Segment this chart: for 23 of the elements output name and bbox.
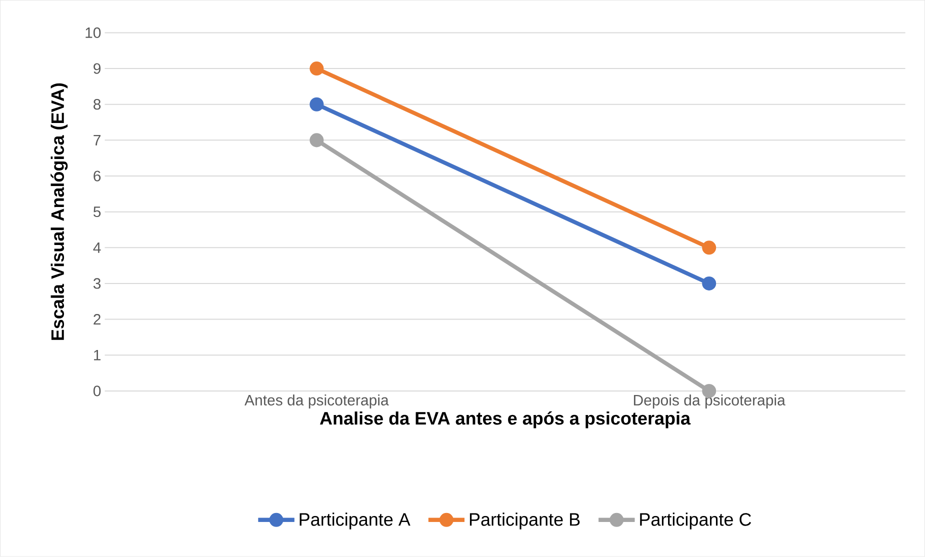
y-tick-label: 7: [94, 135, 100, 146]
point: [310, 97, 324, 112]
y-tick-label: 4: [93, 242, 101, 253]
y-tick-label: 6: [94, 170, 101, 182]
y-tick-label: 0: [93, 386, 101, 396]
point: [702, 240, 716, 255]
x-axis-title: Analise da EVA antes e após a psicoterapia: [320, 411, 691, 428]
y-tick-label: 3: [93, 278, 101, 289]
legend-label: Participante A: [300, 512, 410, 530]
y-tick-label: 10: [86, 28, 101, 38]
legend-label: Participante C: [640, 512, 752, 530]
x-tick-label: Antes da psicoterapia: [244, 394, 389, 409]
y-axis-title: Escala Visual Analógica (EVA): [50, 84, 68, 340]
point: [310, 133, 324, 148]
point: [702, 276, 716, 291]
y-tick-label: 5: [93, 206, 101, 218]
y-tick-label: 2: [94, 314, 100, 325]
y-tick-label: 9: [94, 63, 101, 74]
y-tick-label: 8: [94, 99, 101, 110]
y-tick-label: 1: [94, 350, 100, 360]
legend-label: Participante B: [470, 512, 580, 530]
point: [310, 62, 324, 76]
x-tick-label: Depois da psicoterapia: [634, 394, 786, 409]
